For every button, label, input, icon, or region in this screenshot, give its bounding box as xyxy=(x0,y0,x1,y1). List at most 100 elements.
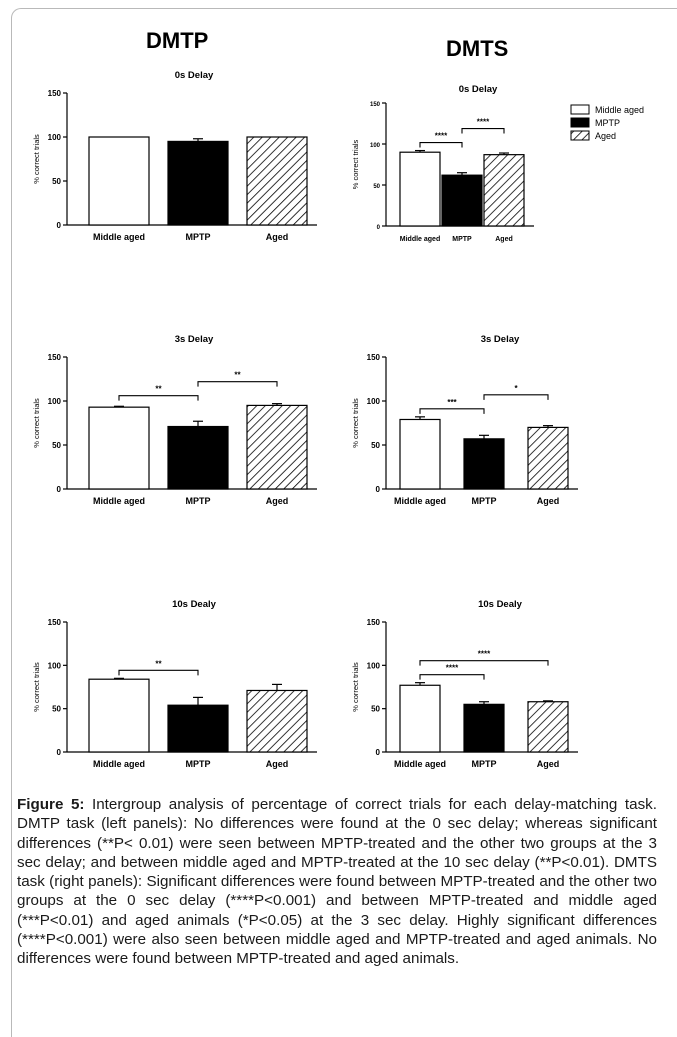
significance-label: * xyxy=(514,384,518,393)
legend-swatch xyxy=(570,104,590,115)
significance-bracket xyxy=(419,674,485,680)
category-label: MPTP xyxy=(185,759,210,769)
chart-panel-3: 3s Delay 0 50 100 150 % correct trials Middle … xyxy=(32,334,317,506)
bar-aged xyxy=(246,689,308,753)
y-tick-label: 50 xyxy=(52,177,61,186)
bar-aged xyxy=(527,701,569,753)
chart-panel-5: 10s Dealy 0 50 100 150 % correct trials Middle… xyxy=(32,599,317,769)
bar-middle-aged xyxy=(88,678,150,753)
bar-charts: 0s Delay 0 50 100 150 % correct trials Middle … xyxy=(32,70,644,769)
y-tick-label: 0 xyxy=(57,748,62,757)
y-tick-label: 0 xyxy=(377,225,381,231)
caption-label: Figure 5: xyxy=(17,796,85,813)
significance-label: **** xyxy=(477,118,490,127)
bar-mptp xyxy=(167,425,229,490)
y-tick-label: 50 xyxy=(371,705,380,714)
chart-title: 10s Dealy xyxy=(172,599,217,610)
category-label: Middle aged xyxy=(93,759,145,769)
chart-panel-6: 10s Dealy 0 50 100 150 % correct trials Middle… xyxy=(351,599,578,769)
y-tick-label: 150 xyxy=(48,353,62,362)
category-label: Middle aged xyxy=(93,232,145,242)
chart-title: 3s Delay xyxy=(481,334,520,345)
category-label: MPTP xyxy=(471,759,496,769)
y-axis-label: % correct trials xyxy=(32,398,41,448)
category-label: Aged xyxy=(495,236,513,243)
bar-mptp xyxy=(167,140,229,226)
significance-bracket xyxy=(419,408,485,414)
y-tick-label: 100 xyxy=(370,143,381,149)
chart-title: 0s Delay xyxy=(175,70,214,81)
y-tick-label: 100 xyxy=(48,661,62,670)
y-tick-label: 100 xyxy=(367,397,381,406)
y-tick-label: 100 xyxy=(48,397,62,406)
bar-aged xyxy=(483,154,525,227)
significance-bracket xyxy=(118,669,199,676)
y-axis-label: % correct trials xyxy=(351,398,360,448)
significance-bracket xyxy=(461,128,505,134)
y-axis-label: % correct trials xyxy=(32,662,41,712)
significance-label: **** xyxy=(478,650,491,659)
significance-label: *** xyxy=(447,398,457,407)
y-tick-label: 0 xyxy=(57,485,62,494)
y-tick-label: 150 xyxy=(367,353,381,362)
y-tick-label: 100 xyxy=(48,133,62,142)
y-tick-label: 100 xyxy=(367,661,381,670)
y-axis-label: % correct trials xyxy=(32,134,41,184)
bar-mptp xyxy=(441,174,483,227)
y-tick-label: 50 xyxy=(52,441,61,450)
category-label: Aged xyxy=(537,496,560,506)
y-tick-label: 150 xyxy=(370,102,381,108)
legend-label: Aged xyxy=(595,131,616,141)
chart-panel-4: 3s Delay 0 50 100 150 % correct trials Middle … xyxy=(351,334,578,506)
chart-panel-2: 0s Delay 0 50 100 150 % correct trials Middle … xyxy=(351,84,644,243)
significance-label: ** xyxy=(155,659,162,668)
category-label: Middle aged xyxy=(400,236,440,243)
category-label: MPTP xyxy=(185,232,210,242)
category-label: Middle aged xyxy=(93,496,145,506)
y-tick-label: 0 xyxy=(376,748,381,757)
y-axis-label: % correct trials xyxy=(351,662,360,712)
y-axis-label: % correct trials xyxy=(351,139,360,189)
chart-title: 0s Delay xyxy=(459,84,498,95)
significance-label: **** xyxy=(446,664,459,673)
significance-bracket xyxy=(197,381,278,387)
legend-swatch xyxy=(570,117,590,128)
bar-mptp xyxy=(167,704,229,753)
significance-label: ** xyxy=(234,371,241,380)
category-label: Aged xyxy=(266,759,289,769)
significance-bracket xyxy=(118,395,199,401)
y-tick-label: 0 xyxy=(376,485,381,494)
y-tick-label: 50 xyxy=(371,441,380,450)
category-label: Middle aged xyxy=(394,496,446,506)
category-label: Aged xyxy=(266,232,289,242)
y-tick-label: 0 xyxy=(57,221,62,230)
legend-swatch xyxy=(570,130,590,141)
significance-bracket xyxy=(419,142,463,148)
bar-aged xyxy=(246,404,308,490)
y-tick-label: 150 xyxy=(48,618,62,627)
legend-label: MPTP xyxy=(595,118,620,128)
category-label: MPTP xyxy=(452,236,472,243)
bar-middle-aged xyxy=(88,406,150,490)
dmts-heading: DMTS xyxy=(446,36,509,61)
category-label: Aged xyxy=(266,496,289,506)
bar-aged xyxy=(246,136,308,226)
bar-middle-aged xyxy=(399,151,441,227)
category-label: MPTP xyxy=(185,496,210,506)
significance-label: ** xyxy=(155,385,162,394)
chart-panel-1: 0s Delay 0 50 100 150 % correct trials Middle … xyxy=(32,70,317,242)
chart-title: 10s Dealy xyxy=(478,599,523,610)
chart-legend: Middle aged MPTP Aged xyxy=(570,104,644,141)
dmtp-heading: DMTP xyxy=(146,28,209,53)
y-tick-label: 50 xyxy=(52,705,61,714)
category-label: MPTP xyxy=(471,496,496,506)
y-tick-label: 150 xyxy=(367,618,381,627)
figure-caption: Figure 5: Intergroup analysis of percent… xyxy=(17,795,657,969)
significance-bracket xyxy=(483,394,549,400)
significance-label: **** xyxy=(435,132,448,141)
figure-frame xyxy=(11,8,677,1037)
bar-mptp xyxy=(463,703,505,753)
chart-title: 3s Delay xyxy=(175,334,214,345)
category-label: Middle aged xyxy=(394,759,446,769)
category-label: Aged xyxy=(537,759,560,769)
